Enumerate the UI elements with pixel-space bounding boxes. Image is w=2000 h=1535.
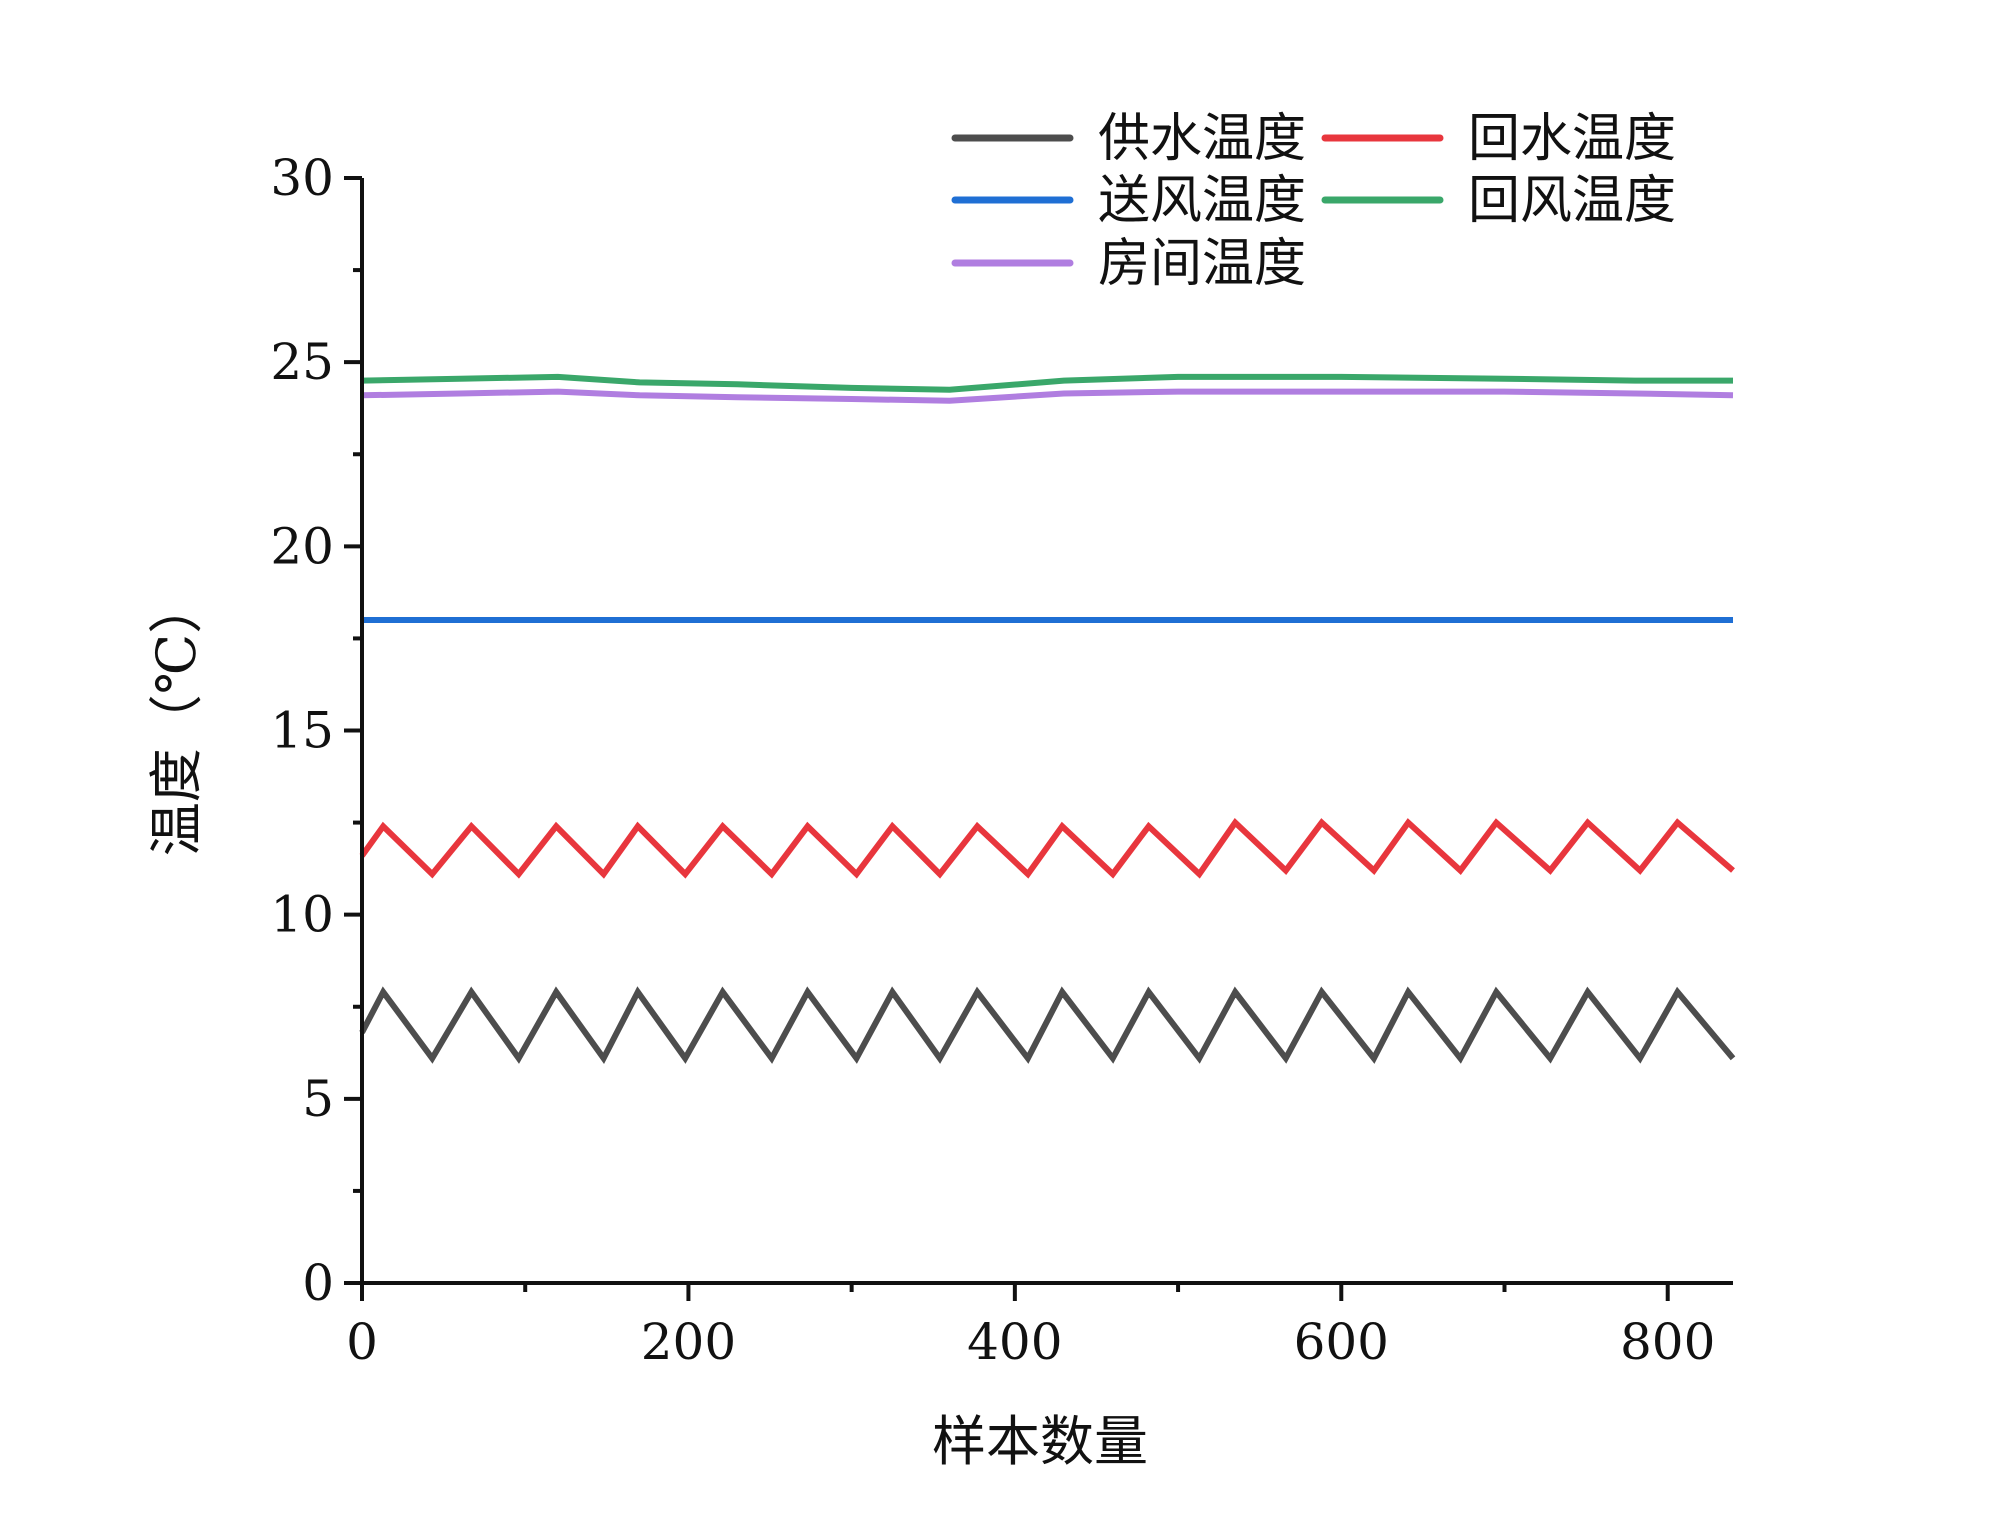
y-tick-label: 10 bbox=[270, 886, 334, 944]
series-line-4 bbox=[361, 388, 1734, 404]
series-line-0 bbox=[359, 986, 1736, 1065]
series-line-3 bbox=[361, 373, 1733, 393]
series-line-1 bbox=[359, 818, 1735, 879]
x-tick-label: 800 bbox=[1620, 1313, 1715, 1371]
legend-label: 送风温度 bbox=[1098, 171, 1306, 231]
y-tick-label: 5 bbox=[302, 1070, 334, 1128]
y-tick-label: 20 bbox=[270, 517, 334, 575]
legend-label: 回水温度 bbox=[1468, 109, 1676, 169]
legend-label: 房间温度 bbox=[1098, 234, 1306, 294]
x-axis-title: 样本数量 bbox=[932, 1410, 1148, 1473]
y-axis-title: 温度（℃） bbox=[145, 580, 208, 856]
y-tick-label: 25 bbox=[270, 333, 334, 391]
x-tick-label: 400 bbox=[967, 1313, 1062, 1371]
legend-label: 供水温度 bbox=[1098, 109, 1306, 169]
x-tick-label: 600 bbox=[1294, 1313, 1389, 1371]
y-tick-label: 30 bbox=[270, 149, 334, 207]
x-tick-label: 200 bbox=[641, 1313, 736, 1371]
y-tick-label: 15 bbox=[270, 702, 334, 760]
y-tick-label: 0 bbox=[302, 1254, 334, 1312]
legend-label: 回风温度 bbox=[1468, 171, 1676, 231]
axes-layer: 0 5 10 15 20 25 30 0 200 400 600 800 bbox=[270, 149, 1733, 1371]
x-tick-label: 0 bbox=[346, 1313, 378, 1371]
series-layer bbox=[359, 373, 1736, 1065]
